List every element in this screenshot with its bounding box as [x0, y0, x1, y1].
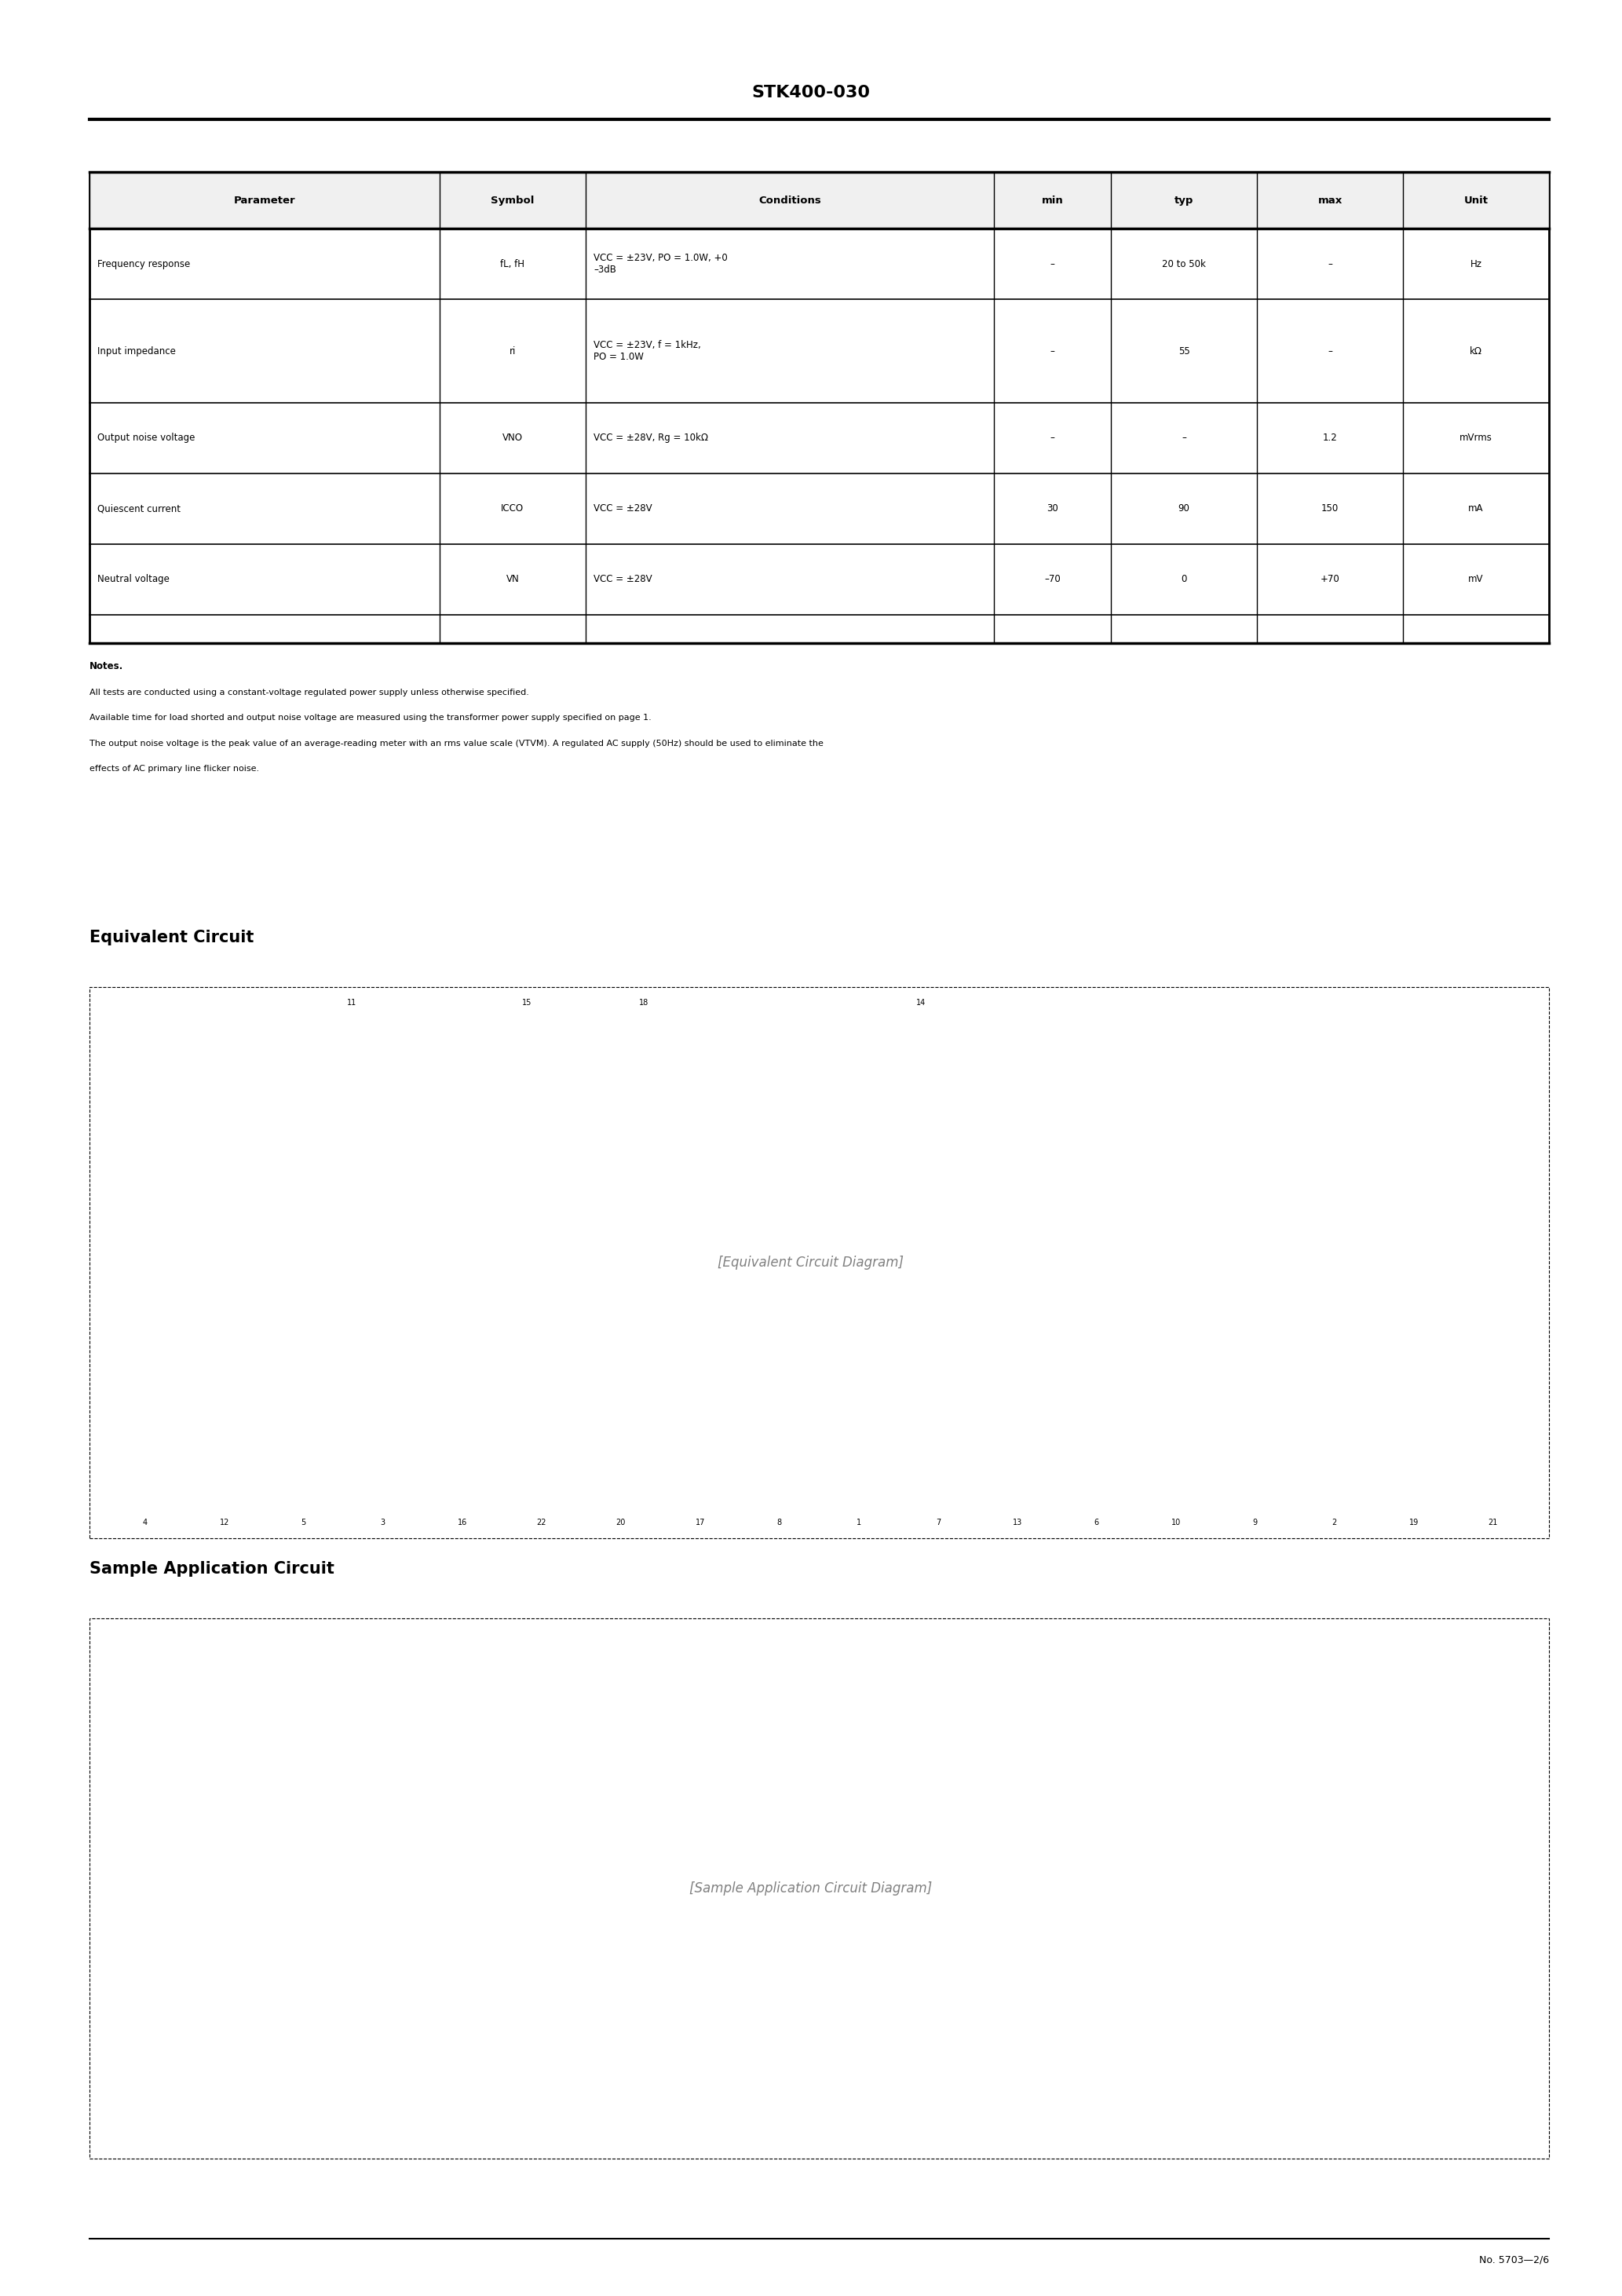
- Text: VCC = ±28V, Rg = 10kΩ: VCC = ±28V, Rg = 10kΩ: [594, 434, 709, 443]
- Text: VCC = ±28V: VCC = ±28V: [594, 503, 652, 514]
- Text: max: max: [1317, 195, 1343, 207]
- Text: Sample Application Circuit: Sample Application Circuit: [89, 1561, 334, 1577]
- Text: –: –: [1051, 434, 1054, 443]
- Text: mV: mV: [1468, 574, 1484, 585]
- Text: 20 to 50k: 20 to 50k: [1161, 259, 1207, 269]
- Text: Parameter: Parameter: [234, 195, 295, 207]
- Text: VN: VN: [506, 574, 519, 585]
- Text: min: min: [1041, 195, 1064, 207]
- Text: Equivalent Circuit: Equivalent Circuit: [89, 930, 253, 946]
- Text: [Equivalent Circuit Diagram]: [Equivalent Circuit Diagram]: [719, 1256, 903, 1270]
- Text: kΩ: kΩ: [1470, 347, 1483, 356]
- Text: VCC = ±28V: VCC = ±28V: [594, 574, 652, 585]
- Text: 9: 9: [1252, 1520, 1257, 1527]
- Text: 16: 16: [457, 1520, 467, 1527]
- Bar: [89, 172, 1549, 643]
- Text: 13: 13: [1012, 1520, 1022, 1527]
- Text: 8: 8: [777, 1520, 782, 1527]
- Text: Unit: Unit: [1463, 195, 1489, 207]
- Text: 20: 20: [616, 1520, 626, 1527]
- Text: 22: 22: [537, 1520, 547, 1527]
- Text: typ: typ: [1174, 195, 1194, 207]
- Bar: [89, 1619, 1549, 2158]
- Text: Hz: Hz: [1470, 259, 1483, 269]
- Text: 18: 18: [639, 999, 649, 1006]
- Text: No. 5703—2/6: No. 5703—2/6: [1479, 2255, 1549, 2264]
- Text: Frequency response: Frequency response: [97, 259, 190, 269]
- Text: 1.2: 1.2: [1322, 434, 1338, 443]
- Text: 11: 11: [347, 999, 357, 1006]
- Text: 30: 30: [1046, 503, 1059, 514]
- Text: 7: 7: [936, 1520, 941, 1527]
- Text: 4: 4: [143, 1520, 148, 1527]
- Text: 12: 12: [219, 1520, 229, 1527]
- Text: VCC = ±23V, f = 1kHz,
PO = 1.0W: VCC = ±23V, f = 1kHz, PO = 1.0W: [594, 340, 701, 363]
- Text: Conditions: Conditions: [759, 195, 821, 207]
- Text: 5: 5: [302, 1520, 307, 1527]
- Text: Symbol: Symbol: [491, 195, 534, 207]
- Text: 0: 0: [1181, 574, 1187, 585]
- Text: 2: 2: [1332, 1520, 1337, 1527]
- Text: VNO: VNO: [503, 434, 522, 443]
- Text: +70: +70: [1320, 574, 1340, 585]
- Text: 1: 1: [856, 1520, 861, 1527]
- Text: –70: –70: [1045, 574, 1061, 585]
- Text: 150: 150: [1322, 503, 1338, 514]
- Text: Input impedance: Input impedance: [97, 347, 175, 356]
- Text: The output noise voltage is the peak value of an average-reading meter with an r: The output noise voltage is the peak val…: [89, 739, 824, 746]
- Text: 90: 90: [1178, 503, 1191, 514]
- Text: 17: 17: [696, 1520, 706, 1527]
- Text: –: –: [1328, 259, 1332, 269]
- Bar: [89, 987, 1549, 1538]
- Text: 55: 55: [1178, 347, 1191, 356]
- Text: –: –: [1051, 347, 1054, 356]
- Text: 21: 21: [1489, 1520, 1499, 1527]
- Text: –: –: [1328, 347, 1332, 356]
- Text: 14: 14: [916, 999, 926, 1006]
- Text: Available time for load shorted and output noise voltage are measured using the : Available time for load shorted and outp…: [89, 714, 650, 721]
- Text: ICCO: ICCO: [501, 503, 524, 514]
- Text: –: –: [1051, 259, 1054, 269]
- Text: 6: 6: [1095, 1520, 1100, 1527]
- Text: 10: 10: [1171, 1520, 1181, 1527]
- Text: ri: ri: [509, 347, 516, 356]
- Text: VCC = ±23V, PO = 1.0W, +0
–3dB: VCC = ±23V, PO = 1.0W, +0 –3dB: [594, 253, 728, 276]
- Text: Quiescent current: Quiescent current: [97, 503, 180, 514]
- Text: 19: 19: [1410, 1520, 1419, 1527]
- Text: mVrms: mVrms: [1460, 434, 1492, 443]
- Text: fL, fH: fL, fH: [500, 259, 526, 269]
- Text: 15: 15: [522, 999, 532, 1006]
- Text: Output noise voltage: Output noise voltage: [97, 434, 195, 443]
- Text: All tests are conducted using a constant-voltage regulated power supply unless o: All tests are conducted using a constant…: [89, 689, 529, 696]
- Text: Neutral voltage: Neutral voltage: [97, 574, 169, 585]
- Text: –: –: [1182, 434, 1186, 443]
- Text: mA: mA: [1468, 503, 1484, 514]
- Text: 3: 3: [381, 1520, 386, 1527]
- Text: Notes.: Notes.: [89, 661, 123, 670]
- Text: effects of AC primary line flicker noise.: effects of AC primary line flicker noise…: [89, 765, 260, 771]
- Text: STK400-030: STK400-030: [751, 85, 871, 101]
- Text: [Sample Application Circuit Diagram]: [Sample Application Circuit Diagram]: [689, 1880, 933, 1896]
- Bar: [89, 172, 1549, 230]
